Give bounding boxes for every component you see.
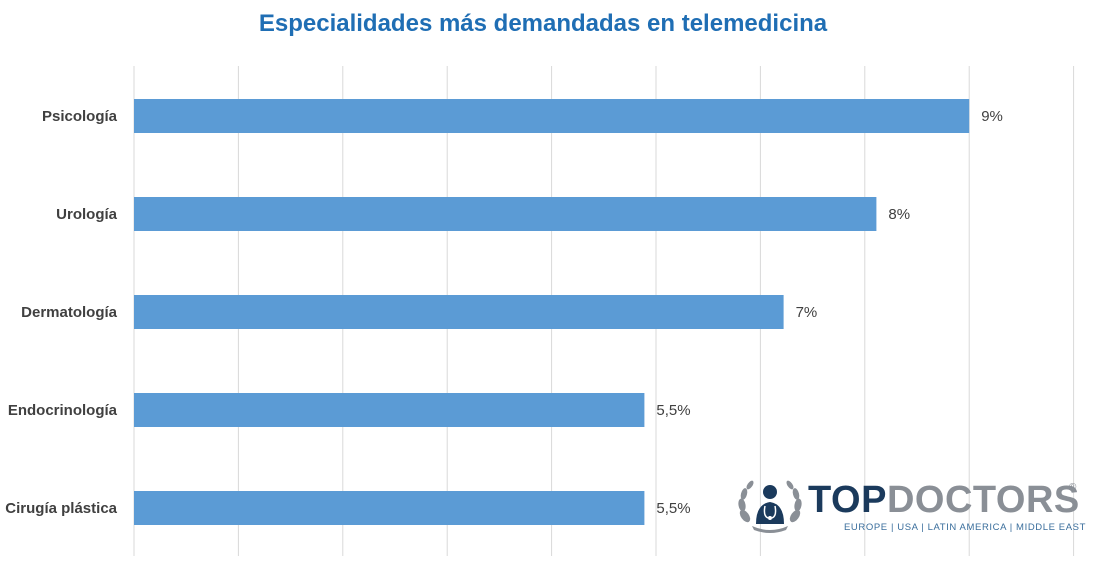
chart-title: Especialidades más demandadas en telemed… [258, 10, 828, 37]
registered-mark: ® [1069, 482, 1077, 493]
logo-brand-doctors: DOCTORS [886, 479, 1080, 521]
category-label: Dermatología [21, 304, 118, 321]
logo-brand-top: TOP [808, 479, 887, 521]
bar [134, 197, 877, 231]
logo-wordmark: TOPDOCTORS [808, 480, 1080, 520]
bars [134, 99, 970, 525]
data-label: 7% [796, 304, 818, 321]
data-label: 9% [981, 108, 1003, 125]
labels: Psicología 9% Urología 8% Dermatología 7% Endo… [5, 108, 1003, 517]
category-label: Endocrinología [8, 402, 118, 419]
laurel-doctor-icon [738, 480, 802, 533]
bar [134, 393, 645, 427]
data-label: 5,5% [656, 500, 690, 517]
category-label: Cirugía plástica [5, 500, 117, 517]
logo-regions: EUROPE | USA | LATIN AMERICA | MIDDLE EA… [844, 522, 1087, 533]
data-label: 8% [888, 206, 910, 223]
bar [134, 295, 784, 329]
bar [134, 491, 645, 525]
bar [134, 99, 970, 133]
category-label: Psicología [42, 108, 118, 125]
category-label: Urología [56, 206, 117, 223]
topdoctors-logo: TOPDOCTORS ® EUROPE | USA | LATIN AMERIC… [736, 478, 1085, 538]
data-label: 5,5% [656, 402, 690, 419]
